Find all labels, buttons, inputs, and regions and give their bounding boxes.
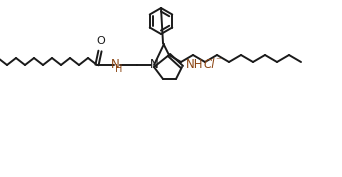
- Text: N: N: [150, 58, 158, 70]
- Text: ⁻: ⁻: [215, 56, 221, 66]
- Text: N: N: [110, 58, 119, 70]
- Text: Cl: Cl: [204, 58, 215, 70]
- Text: O: O: [97, 36, 105, 46]
- Text: H: H: [115, 64, 123, 74]
- Text: NH: NH: [186, 59, 203, 72]
